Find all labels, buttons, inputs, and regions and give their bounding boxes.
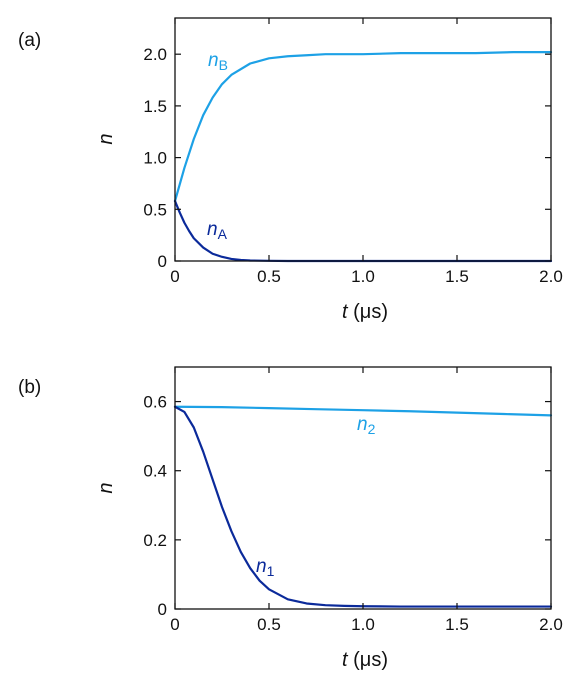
y-axis-label: n: [95, 133, 117, 144]
y-tick-label: 0.2: [143, 531, 167, 550]
series-label-n2: n2: [357, 414, 376, 437]
series-line-nA: [173, 199, 553, 263]
panel-label: (a): [18, 30, 41, 51]
y-tick-label: 1.5: [143, 97, 167, 116]
x-tick-label: 1.5: [445, 267, 469, 286]
x-tick-label: 1.0: [351, 267, 375, 286]
series-line-n2: [173, 405, 553, 417]
x-axis-label: t (μs): [342, 301, 388, 323]
x-axis-label: t (μs): [342, 649, 388, 671]
y-axis-label: n: [95, 482, 117, 493]
chart-panel-a: (a) 0 0.5 1.0 1.5 2.0 0 0.5 1.0 1.5 2.0 t (μs) n nB nA: [18, 17, 563, 323]
series-label-nA: nA: [207, 219, 228, 242]
series-label-nB: nB: [208, 50, 228, 73]
series-line-nB: [173, 51, 553, 203]
y-tick-label: 0: [158, 252, 167, 271]
x-tick-label: 0.5: [257, 615, 281, 634]
y-tick-label: 0.4: [143, 462, 167, 481]
x-tick-label: 1.0: [351, 615, 375, 634]
series-label-n1: n1: [256, 556, 275, 579]
series-line-n1: [173, 405, 553, 608]
chart-panel-b: (b) 0 0.5 1.0 1.5 2.0 0 0.2 0.4 0.6 t (μs) n n2 n1: [18, 366, 563, 671]
y-tick-label: 0.6: [143, 393, 167, 412]
x-tick-label: 1.5: [445, 615, 469, 634]
x-tick-label: 0: [170, 267, 179, 286]
x-tick-label: 0.5: [257, 267, 281, 286]
panel-label: (b): [18, 377, 41, 398]
x-tick-label: 2.0: [539, 615, 563, 634]
x-tick-label: 2.0: [539, 267, 563, 286]
y-tick-label: 2.0: [143, 45, 167, 64]
y-tick-label: 0: [158, 600, 167, 619]
x-tick-label: 0: [170, 615, 179, 634]
plot-frame: [174, 366, 552, 610]
y-tick-label: 1.0: [143, 149, 167, 168]
y-tick-label: 0.5: [143, 200, 167, 219]
